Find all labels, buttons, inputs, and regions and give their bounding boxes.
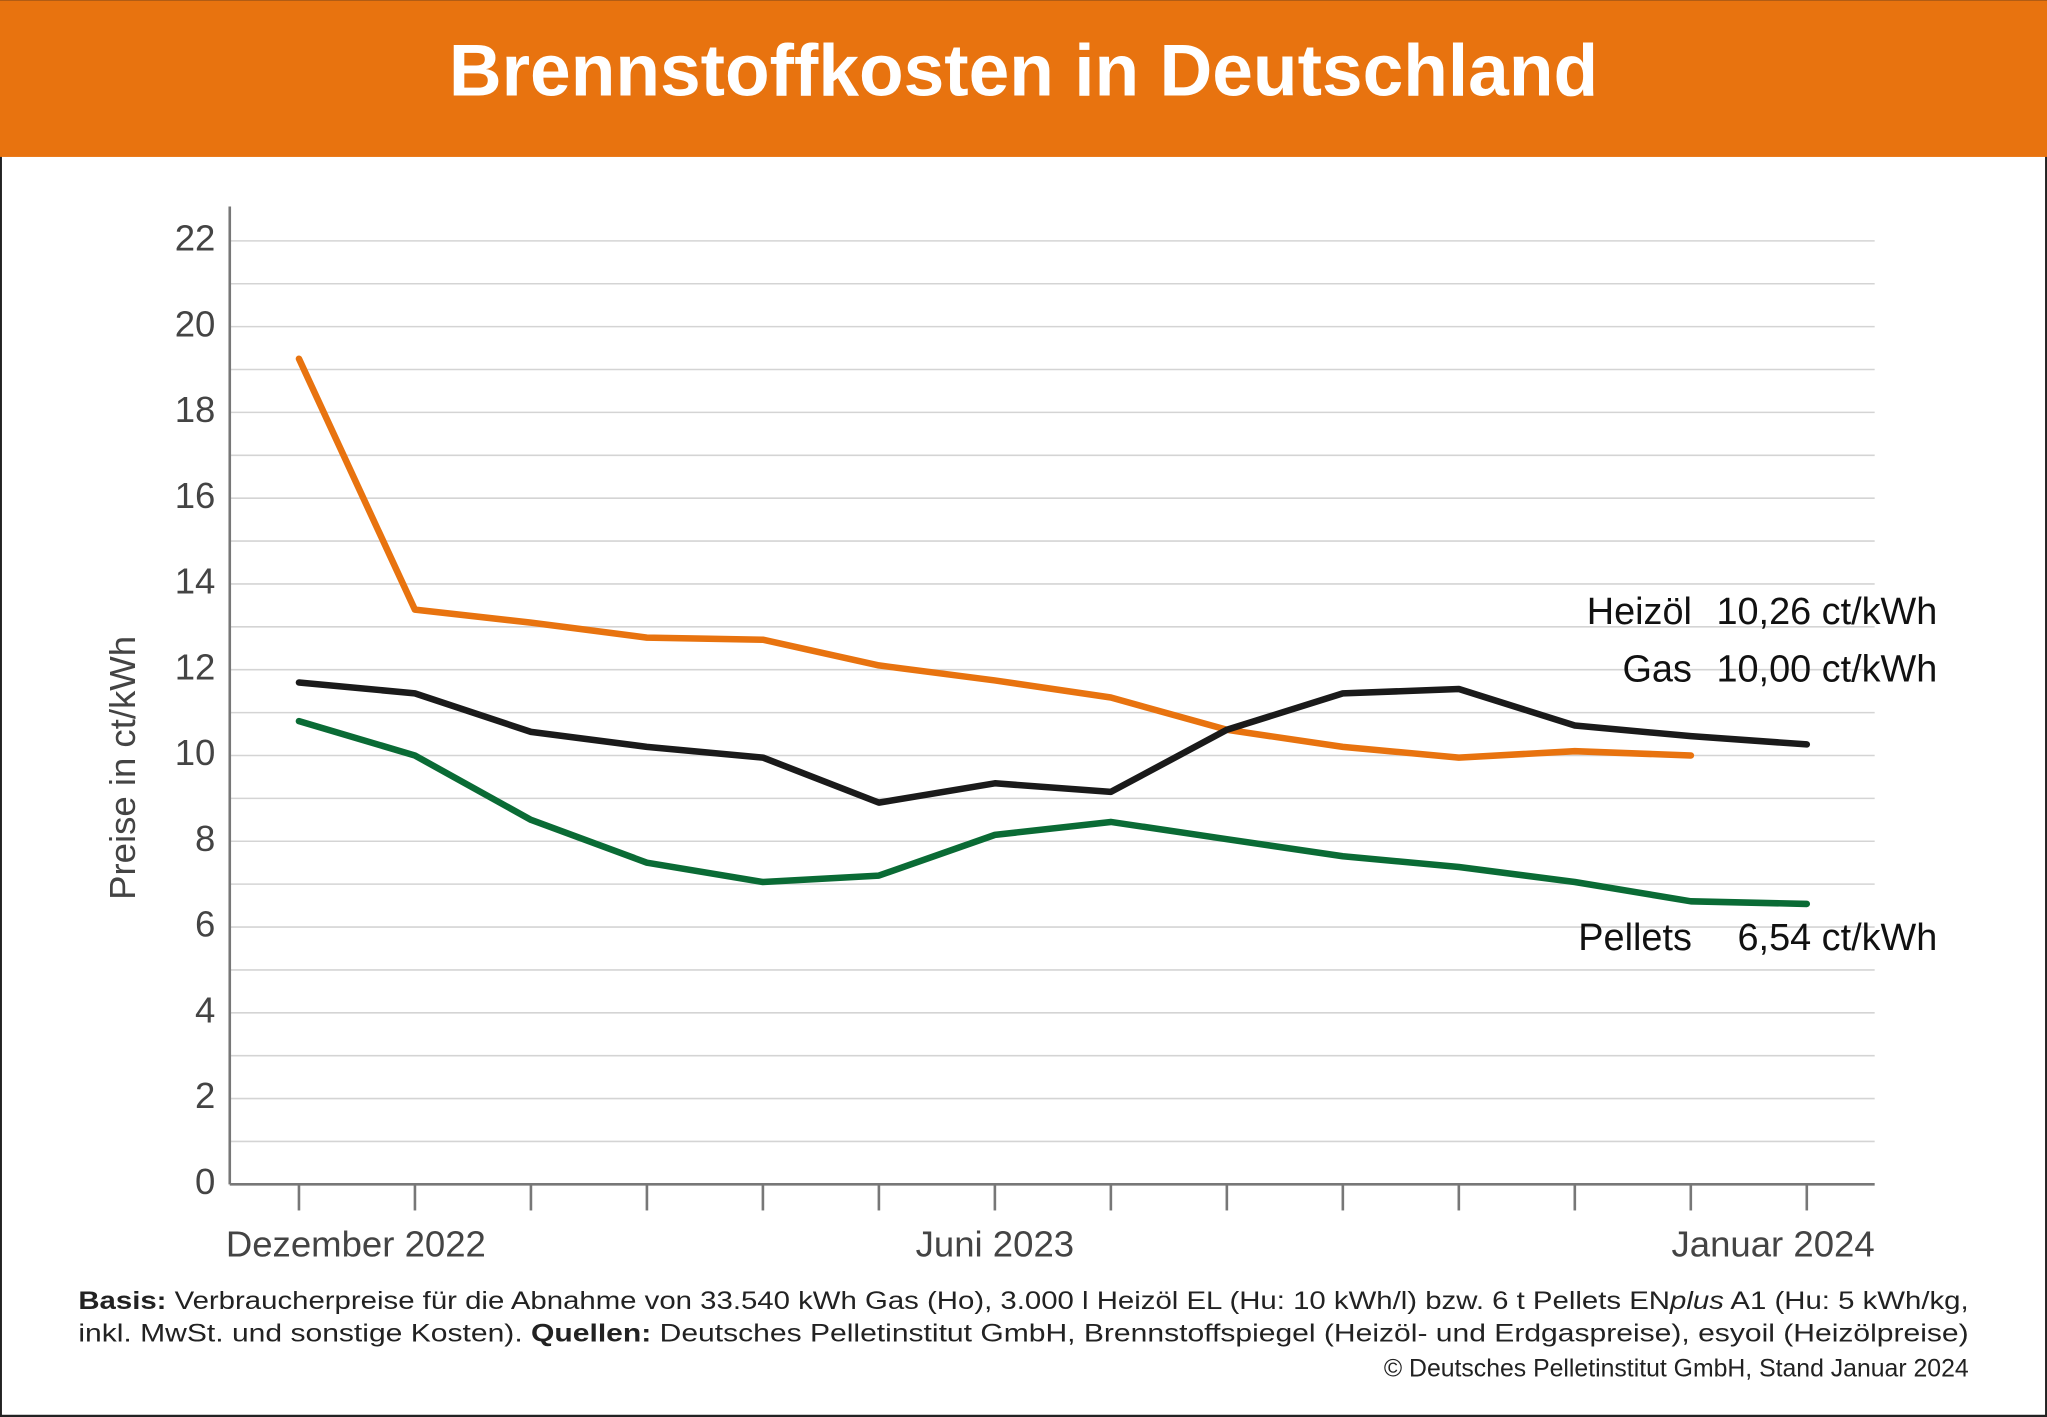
- y-tick-label: 20: [175, 303, 216, 344]
- chart-title: Brennstoffkosten in Deutschland: [449, 30, 1598, 111]
- y-tick-label: 4: [195, 989, 215, 1030]
- x-tick-label: Juni 2023: [916, 1224, 1075, 1265]
- footnote-line: © Deutsches Pelletinstitut GmbH, Stand J…: [1384, 1355, 1969, 1382]
- x-tick-label: Januar 2024: [1671, 1224, 1874, 1265]
- footnote-text: Verbraucherpreise für die Abnahme von 33…: [166, 1287, 1670, 1314]
- y-tick-label: 22: [175, 218, 216, 259]
- y-tick-label: 10: [175, 732, 216, 773]
- footnote-text: © Deutsches Pelletinstitut GmbH, Stand J…: [1384, 1355, 1969, 1382]
- title-bar: [0, 0, 2047, 157]
- footnote-text: A1 (Hu: 5 kWh/kg,: [1724, 1287, 1969, 1314]
- series-line: [295, 679, 1811, 806]
- y-tick-label: 18: [175, 389, 216, 430]
- series-line: [295, 355, 1695, 761]
- value-label: 10,26 ct/kWh: [1716, 591, 1937, 633]
- footnote-line: Basis: Verbraucherpreise für die Abnahme…: [78, 1287, 1968, 1314]
- y-tick-label: 2: [195, 1075, 215, 1116]
- y-tick-label: 12: [175, 646, 216, 687]
- footnote-text: Deutsches Pelletinstitut GmbH, Brennstof…: [651, 1320, 1968, 1347]
- series-line: [295, 717, 1811, 908]
- footnote-text: inkl. MwSt. und sonstige Kosten).: [78, 1320, 531, 1347]
- value-label: 6,54 ct/kWh: [1738, 917, 1938, 959]
- value-label: 10,00 ct/kWh: [1716, 648, 1937, 690]
- y-tick-label: 6: [195, 904, 215, 945]
- y-tick-label: 16: [175, 475, 216, 516]
- footnote-text: plus: [1669, 1287, 1724, 1314]
- y-tick-label: 0: [195, 1161, 215, 1202]
- y-axis-label: Preise in ct/kWh: [102, 636, 143, 900]
- y-tick-label: 14: [175, 561, 216, 602]
- footnote-line: inkl. MwSt. und sonstige Kosten). Quelle…: [78, 1320, 1968, 1347]
- footnote-text: Quellen:: [531, 1320, 651, 1347]
- legend-label: Gas: [1623, 648, 1692, 690]
- footnote-text: Basis:: [78, 1287, 166, 1314]
- legend-label: Pellets: [1578, 917, 1692, 959]
- y-tick-label: 8: [195, 818, 215, 859]
- legend-label: Heizöl: [1587, 591, 1692, 633]
- x-tick-label: Dezember 2022: [226, 1224, 486, 1265]
